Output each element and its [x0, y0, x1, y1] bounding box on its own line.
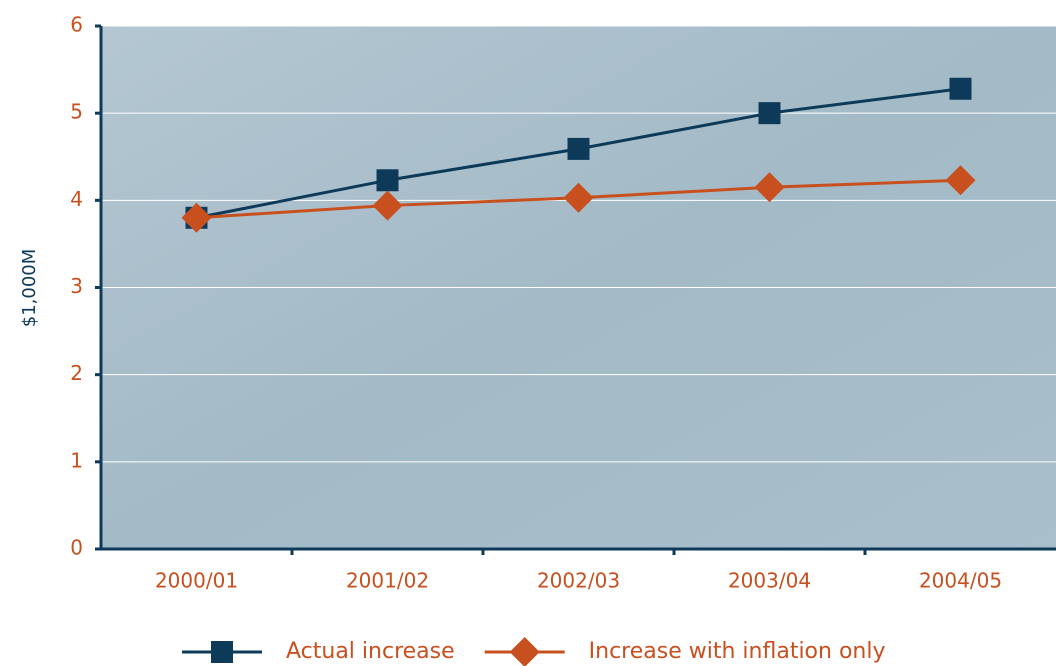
- y-tick-label: 4: [70, 187, 83, 211]
- marker: [949, 77, 972, 100]
- y-tick-label: 1: [70, 448, 83, 472]
- x-tick-label: 2001/02: [346, 569, 429, 593]
- legend-marker: [211, 641, 233, 663]
- marker: [372, 190, 403, 221]
- y-tick-label: 6: [70, 13, 83, 37]
- legend-marker: [509, 637, 540, 666]
- x-tick-label: 2000/01: [155, 569, 238, 593]
- marker: [754, 172, 785, 203]
- marker: [376, 169, 399, 192]
- x-tick-label: 2004/05: [919, 569, 1002, 593]
- y-axis-label: $1,000M: [19, 249, 40, 328]
- x-tick-label: 2003/04: [728, 569, 811, 593]
- x-tick-label: 2002/03: [537, 569, 620, 593]
- marker: [181, 202, 212, 233]
- marker: [758, 102, 781, 125]
- marker: [567, 137, 590, 160]
- legend-label: Actual increase: [286, 639, 455, 664]
- y-tick-label: 3: [70, 274, 83, 298]
- legend-label: Increase with inflation only: [589, 639, 886, 664]
- y-tick-label: 0: [70, 536, 83, 560]
- marker: [945, 165, 976, 196]
- marker: [563, 182, 594, 213]
- y-tick-label: 2: [70, 361, 83, 385]
- y-tick-label: 5: [70, 100, 83, 124]
